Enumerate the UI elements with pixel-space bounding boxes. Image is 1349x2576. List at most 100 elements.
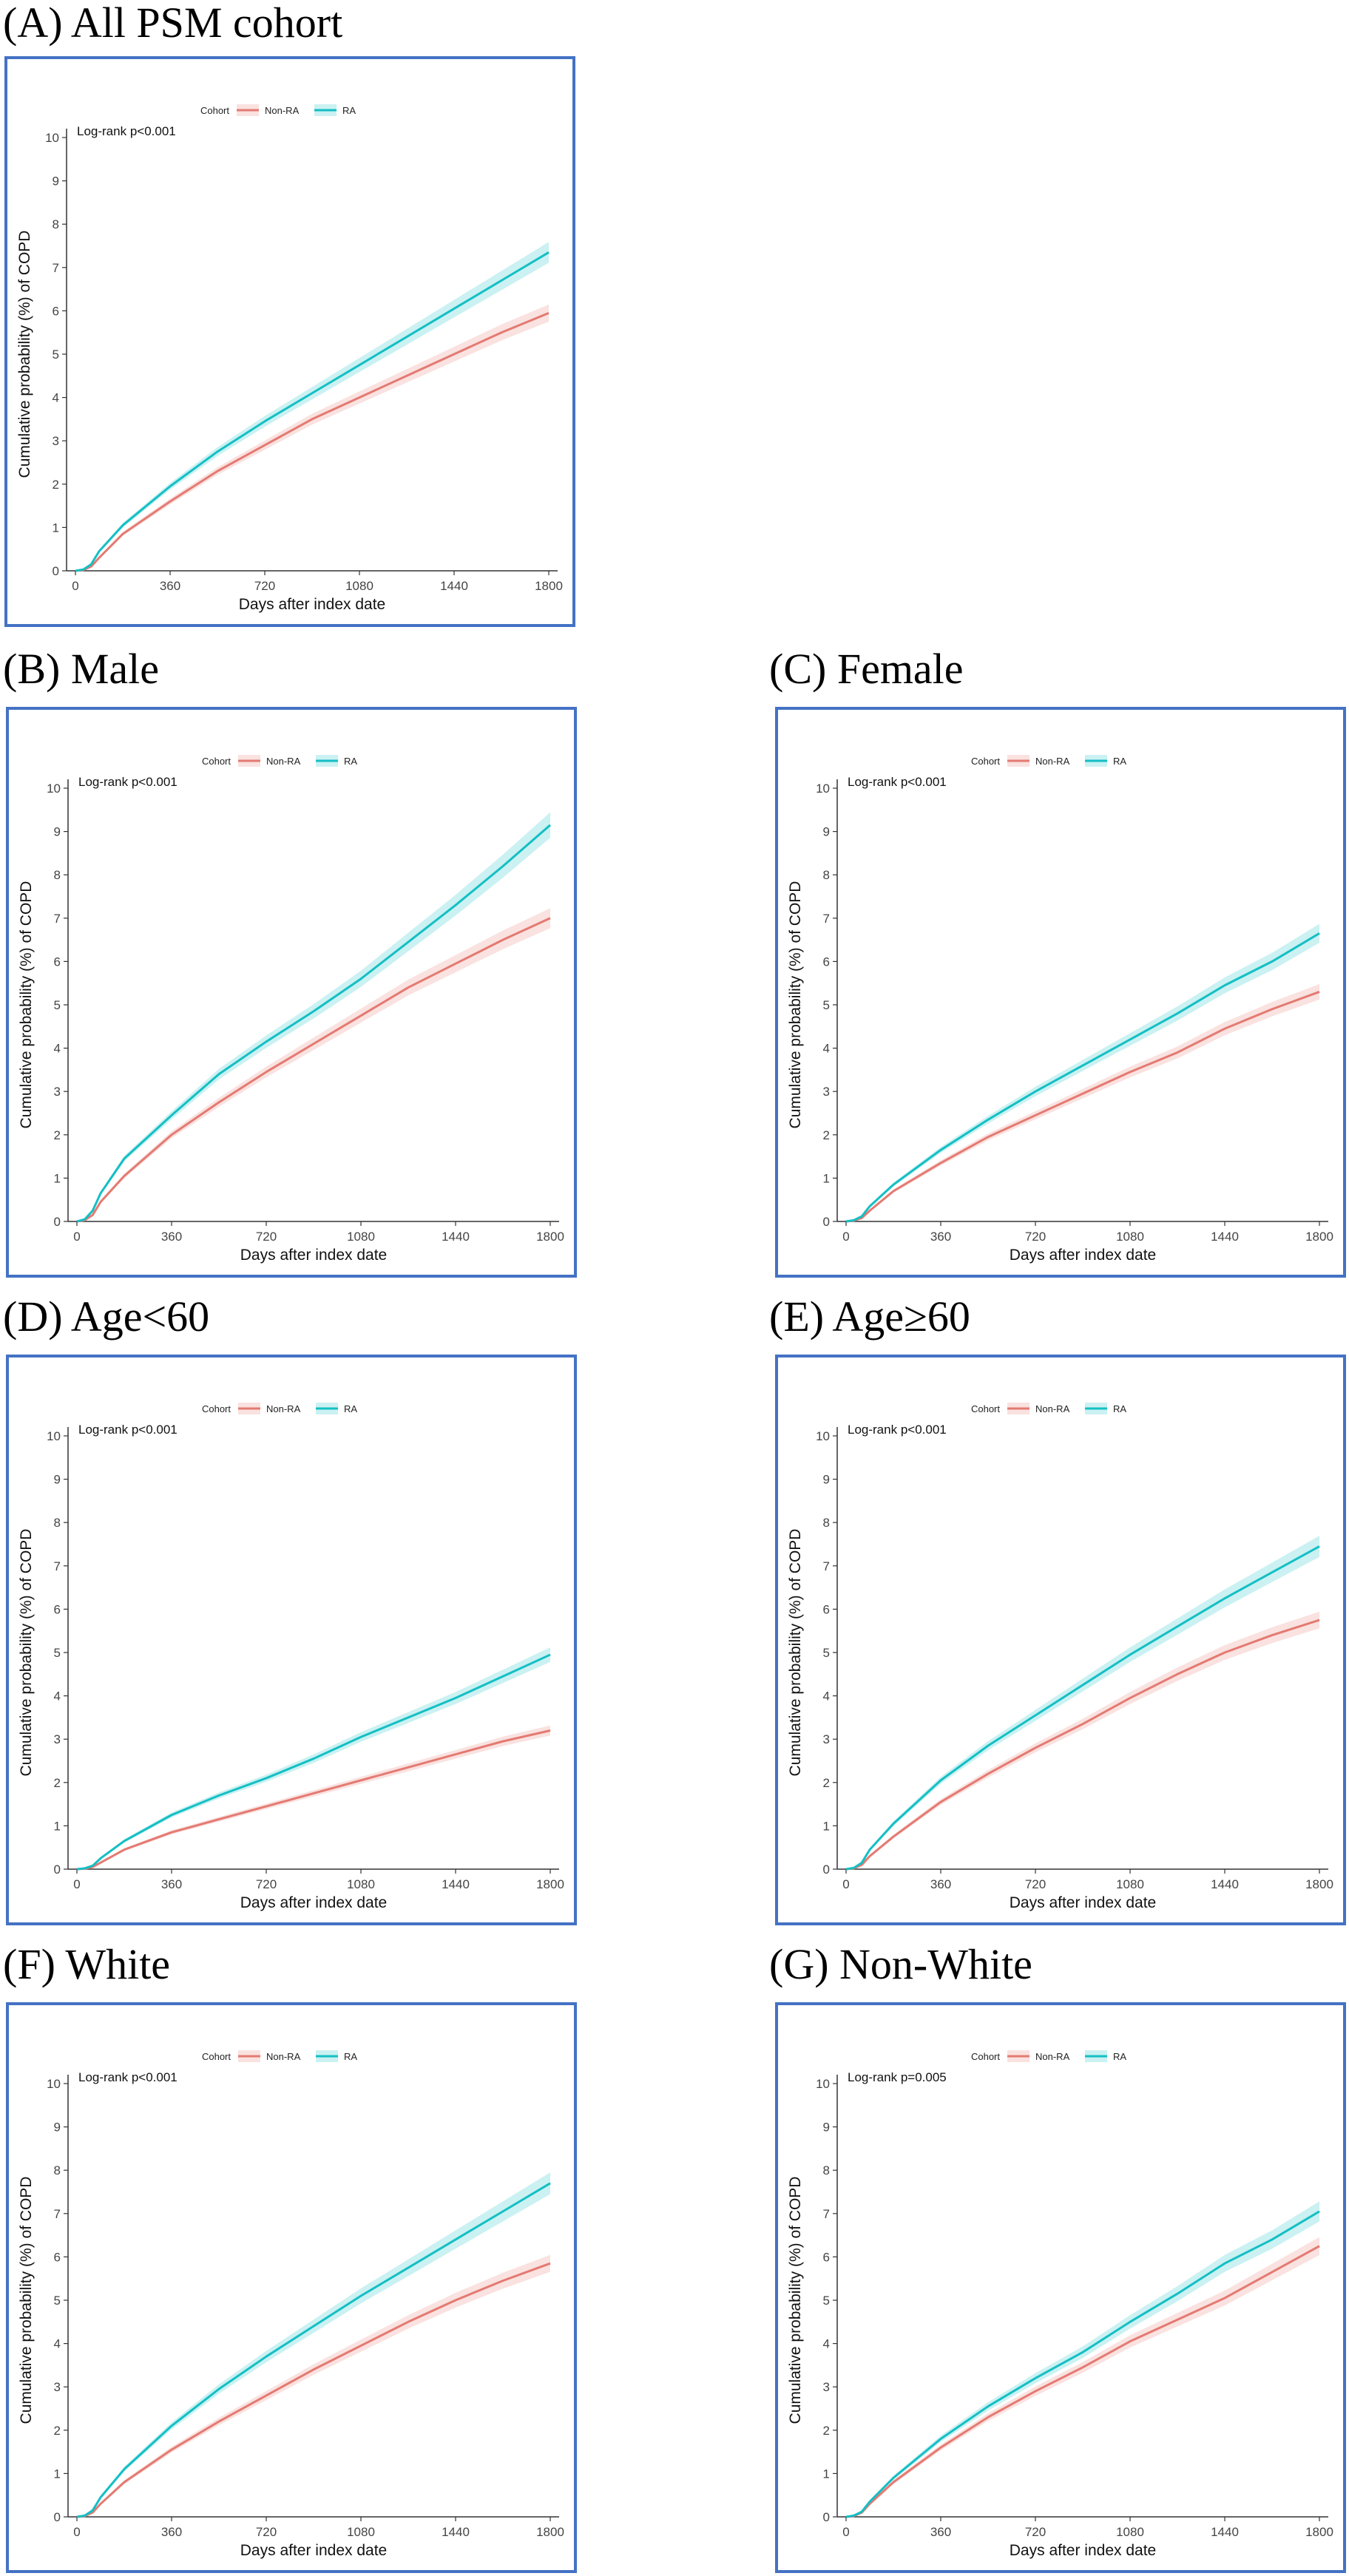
legend-label: Non-RA [1035, 2051, 1070, 2062]
legend-label: RA [1113, 2051, 1126, 2062]
y-tick-label: 8 [823, 1516, 830, 1530]
legend-title: Cohort [971, 756, 1000, 767]
chart-svg-b: Cohort Non-RA RA 0 1 2 3 4 5 6 7 8 9 10 0 360 720 1080 144… [18, 755, 564, 1264]
y-tick-label: 0 [53, 564, 59, 578]
y-tick-label: 10 [45, 131, 59, 145]
x-tick-label: 360 [930, 1877, 951, 1891]
y-tick-label: 0 [823, 1862, 830, 1877]
x-tick-label: 0 [842, 1230, 849, 1244]
y-tick-label: 8 [823, 868, 830, 882]
y-tick-label: 0 [54, 1862, 61, 1877]
x-tick-label: 1800 [535, 579, 563, 593]
x-tick-label: 1440 [1211, 2525, 1239, 2539]
legend: Cohort Non-RA RA [202, 1403, 357, 1414]
x-tick-label: 1080 [347, 1877, 375, 1891]
x-tick-label: 1800 [536, 2525, 564, 2539]
x-tick-label: 0 [73, 2525, 80, 2539]
chart-panel-c: Cohort Non-RA RA 0 1 2 3 4 5 6 7 8 9 10 0 360 720 1080 144… [775, 707, 1346, 1278]
y-tick-label: 5 [54, 998, 61, 1012]
x-tick-label: 360 [161, 1230, 182, 1244]
chart-panel-b: Cohort Non-RA RA 0 1 2 3 4 5 6 7 8 9 10 0 360 720 1080 144… [6, 707, 577, 1278]
series-ra [75, 242, 550, 572]
legend-title: Cohort [971, 2051, 1000, 2062]
legend-label: Non-RA [1035, 1403, 1070, 1414]
y-tick-label: 0 [54, 2510, 61, 2524]
legend-label: RA [342, 105, 356, 116]
x-tick-label: 0 [842, 2525, 849, 2539]
y-tick-label: 9 [54, 825, 61, 839]
series-line [845, 932, 1320, 1223]
y-tick-label: 5 [823, 2294, 830, 2308]
y-tick-label: 7 [823, 1559, 830, 1573]
series-non-ra [845, 1611, 1320, 1871]
panel-title-e: (E) Age≥60 [769, 1292, 970, 1340]
panel-title-c: (C) Female [769, 645, 964, 693]
x-tick-label: 360 [161, 2525, 182, 2539]
series-line [845, 1619, 1320, 1871]
y-tick-label: 6 [823, 2250, 830, 2264]
y-tick-label: 4 [53, 391, 59, 405]
chart-svg-d: Cohort Non-RA RA 0 1 2 3 4 5 6 7 8 9 10 0 360 720 1080 144… [18, 1403, 564, 1911]
legend: Cohort Non-RA RA [202, 755, 357, 767]
logrank-annotation: Log-rank p=0.005 [848, 2070, 947, 2084]
legend-title: Cohort [202, 2051, 231, 2062]
x-tick-label: 720 [256, 2525, 277, 2539]
series-non-ra [76, 1725, 551, 1871]
chart-panel-g: Cohort Non-RA RA 0 1 2 3 4 5 6 7 8 9 10 0 360 720 1080 144… [775, 2002, 1346, 2573]
y-tick-label: 3 [54, 1085, 61, 1099]
y-tick-label: 4 [54, 1689, 61, 1704]
x-tick-label: 720 [256, 1877, 277, 1891]
series-line [76, 1653, 551, 1871]
series-line [76, 2262, 551, 2518]
x-tick-label: 1080 [1116, 1877, 1144, 1891]
legend-label: RA [1113, 756, 1126, 767]
y-tick-label: 6 [823, 955, 830, 969]
y-tick-label: 5 [53, 348, 59, 362]
legend-label: Non-RA [265, 105, 300, 116]
chart-svg-a: Cohort Non-RA RA 0 1 2 3 4 5 6 7 8 9 10 0 360 720 1080 144… [16, 104, 563, 613]
panel-title-d: (D) Age<60 [3, 1292, 210, 1340]
x-tick-label: 1440 [442, 2525, 470, 2539]
y-tick-label: 6 [823, 1602, 830, 1616]
confidence-band [77, 2254, 550, 2517]
y-tick-label: 5 [54, 1646, 61, 1660]
confidence-band [846, 2201, 1319, 2517]
x-tick-label: 1440 [1211, 1877, 1239, 1891]
y-tick-label: 7 [823, 912, 830, 926]
y-tick-label: 1 [54, 2467, 61, 2481]
y-tick-label: 2 [54, 2424, 61, 2438]
y-tick-label: 4 [823, 2337, 830, 2351]
confidence-band [846, 1536, 1319, 1869]
x-tick-label: 1800 [536, 1230, 564, 1244]
confidence-band [77, 2172, 550, 2517]
legend-label: Non-RA [1035, 756, 1070, 767]
confidence-band [75, 242, 549, 571]
y-tick-label: 2 [53, 478, 59, 492]
y-tick-label: 4 [823, 1042, 830, 1056]
series-ra [845, 1536, 1320, 1871]
legend: Cohort Non-RA RA [971, 755, 1126, 767]
x-tick-label: 720 [1025, 1230, 1046, 1244]
y-tick-label: 3 [823, 1085, 830, 1099]
x-tick-label: 720 [1025, 2525, 1046, 2539]
y-tick-label: 5 [823, 998, 830, 1012]
series-non-ra [75, 304, 550, 572]
confidence-band [846, 2237, 1319, 2517]
y-tick-label: 1 [823, 2467, 830, 2481]
y-tick-label: 2 [823, 1128, 830, 1142]
legend-label: Non-RA [266, 2051, 301, 2062]
x-tick-label: 1800 [536, 1877, 564, 1891]
y-tick-label: 3 [54, 2380, 61, 2394]
y-tick-label: 8 [54, 868, 61, 882]
legend-label: Non-RA [266, 1403, 301, 1414]
y-axis-label: Cumulative probability (%) of COPD [787, 881, 804, 1129]
x-tick-label: 1080 [1116, 1230, 1144, 1244]
x-tick-label: 1800 [1305, 1877, 1333, 1891]
y-tick-label: 6 [54, 955, 61, 969]
series-ra [845, 2201, 1320, 2518]
x-tick-label: 1440 [442, 1877, 470, 1891]
y-axis-label: Cumulative probability (%) of COPD [787, 1529, 804, 1777]
y-tick-label: 5 [54, 2294, 61, 2308]
panel-title-g: (G) Non-White [769, 1940, 1032, 1988]
y-tick-label: 6 [54, 2250, 61, 2264]
